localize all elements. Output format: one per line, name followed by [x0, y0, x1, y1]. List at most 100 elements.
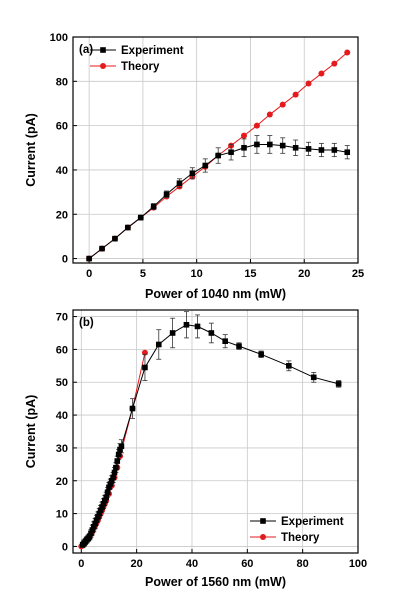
- data-point-experiment: [88, 530, 94, 537]
- y-tick-label: 30: [56, 443, 68, 455]
- legend-marker: [260, 518, 266, 524]
- x-tick-label: 0: [86, 268, 92, 280]
- legend-label: Experiment: [121, 45, 184, 57]
- y-tick-label: 50: [56, 377, 68, 389]
- x-tick-label: 60: [241, 558, 253, 570]
- data-point-experiment: [331, 147, 338, 153]
- legend: Experiment Theory: [250, 516, 344, 544]
- plot-frame: [72, 36, 359, 264]
- data-point-experiment: [118, 443, 125, 450]
- chart-panel-a: 0 5 10 15 20 25 0 20 40 60 80 100 Power of 1040 nm (…: [24, 32, 364, 301]
- y-tick-label: 10: [56, 509, 68, 521]
- series-line-theory: [81, 352, 146, 547]
- data-point-experiment: [228, 149, 234, 156]
- data-point-experiment: [202, 162, 209, 169]
- data-point-theory: [305, 80, 312, 87]
- y-tick-label: 40: [56, 165, 68, 177]
- data-point-experiment: [150, 203, 157, 210]
- data-point-experiment: [292, 144, 299, 151]
- legend-marker: [100, 47, 106, 53]
- x-tick-label: 0: [78, 558, 84, 570]
- data-point-experiment: [96, 510, 103, 517]
- y-axis-label: Current (pA): [24, 395, 38, 469]
- plot-frame: [72, 309, 359, 554]
- series-experiment: [86, 135, 351, 262]
- data-point-experiment: [86, 533, 93, 540]
- data-point-experiment: [267, 141, 273, 148]
- chart-panel-b: 0 20 40 60 80 100 0 10 20 30 40 50 60 70 Power of 1560…: [24, 309, 367, 589]
- y-tick-label: 40: [56, 410, 68, 422]
- data-point-experiment: [176, 180, 183, 187]
- y-tick-label: 0: [62, 541, 68, 553]
- y-tick-label: 60: [56, 344, 68, 356]
- y-tick-label: 70: [56, 312, 68, 324]
- data-point-theory: [344, 49, 351, 56]
- data-point-experiment: [258, 351, 264, 358]
- data-point-experiment: [194, 323, 201, 330]
- data-point-experiment: [222, 338, 228, 344]
- data-point-experiment: [112, 235, 118, 242]
- x-tick-label: 40: [186, 558, 198, 570]
- data-point-experiment: [155, 341, 162, 348]
- x-tick-label: 25: [352, 268, 364, 280]
- data-point-theory: [318, 70, 325, 77]
- data-point-experiment: [318, 147, 325, 153]
- data-point-experiment: [241, 144, 247, 151]
- x-tick-label: 20: [298, 268, 310, 280]
- data-point-experiment: [129, 405, 136, 412]
- data-point-experiment: [114, 458, 121, 464]
- data-point-experiment: [236, 343, 242, 349]
- y-tick-label: 0: [62, 254, 68, 266]
- data-point-experiment: [310, 374, 317, 381]
- y-tick-label: 100: [50, 32, 68, 44]
- data-point-experiment: [107, 481, 114, 487]
- data-point-experiment: [113, 464, 119, 471]
- data-point-experiment: [163, 191, 170, 198]
- x-tick-label: 15: [244, 268, 256, 280]
- data-point-experiment: [183, 321, 190, 328]
- data-point-experiment: [208, 330, 215, 336]
- data-point-experiment: [117, 446, 123, 453]
- data-point-experiment: [189, 170, 196, 177]
- data-point-experiment: [100, 500, 107, 507]
- data-point-theory: [331, 60, 338, 67]
- legend-label: Theory: [281, 532, 320, 544]
- x-tick-label: 100: [349, 558, 367, 570]
- data-point-experiment: [125, 224, 131, 231]
- data-point-theory: [241, 132, 247, 139]
- data-point-experiment: [335, 381, 342, 387]
- series-experiment: [79, 311, 342, 548]
- data-point-experiment: [97, 507, 104, 514]
- data-point-experiment: [99, 504, 105, 510]
- data-point-experiment: [108, 477, 115, 484]
- data-point-experiment: [99, 245, 105, 252]
- data-point-experiment: [254, 141, 260, 148]
- data-point-experiment: [92, 520, 98, 527]
- x-axis-label: Power of 1560 nm (mW): [145, 575, 286, 589]
- data-point-experiment: [215, 152, 221, 159]
- data-point-experiment: [142, 364, 148, 371]
- data-point-experiment: [137, 214, 144, 221]
- y-tick-label: 60: [56, 121, 68, 133]
- data-point-experiment: [102, 497, 108, 504]
- x-tick-label: 10: [191, 268, 203, 280]
- data-point-experiment: [286, 363, 292, 369]
- legend: Experiment Theory: [90, 45, 184, 73]
- legend-label: Theory: [121, 61, 160, 73]
- data-point-experiment: [115, 451, 122, 458]
- y-axis-label: Current (pA): [24, 113, 38, 187]
- y-tick-label: 80: [56, 76, 68, 88]
- data-point-experiment: [305, 146, 312, 152]
- data-point-experiment: [111, 469, 118, 476]
- data-point-theory: [266, 111, 273, 118]
- data-point-theory: [292, 91, 299, 98]
- data-point-theory: [253, 122, 260, 129]
- panel-label: (a): [79, 44, 93, 56]
- y-tick-label: 20: [56, 209, 68, 221]
- x-tick-label: 20: [131, 558, 143, 570]
- x-tick-label: 80: [297, 558, 309, 570]
- series-theory: [78, 349, 148, 550]
- data-point-experiment: [95, 514, 101, 520]
- y-tick-label: 20: [56, 476, 68, 488]
